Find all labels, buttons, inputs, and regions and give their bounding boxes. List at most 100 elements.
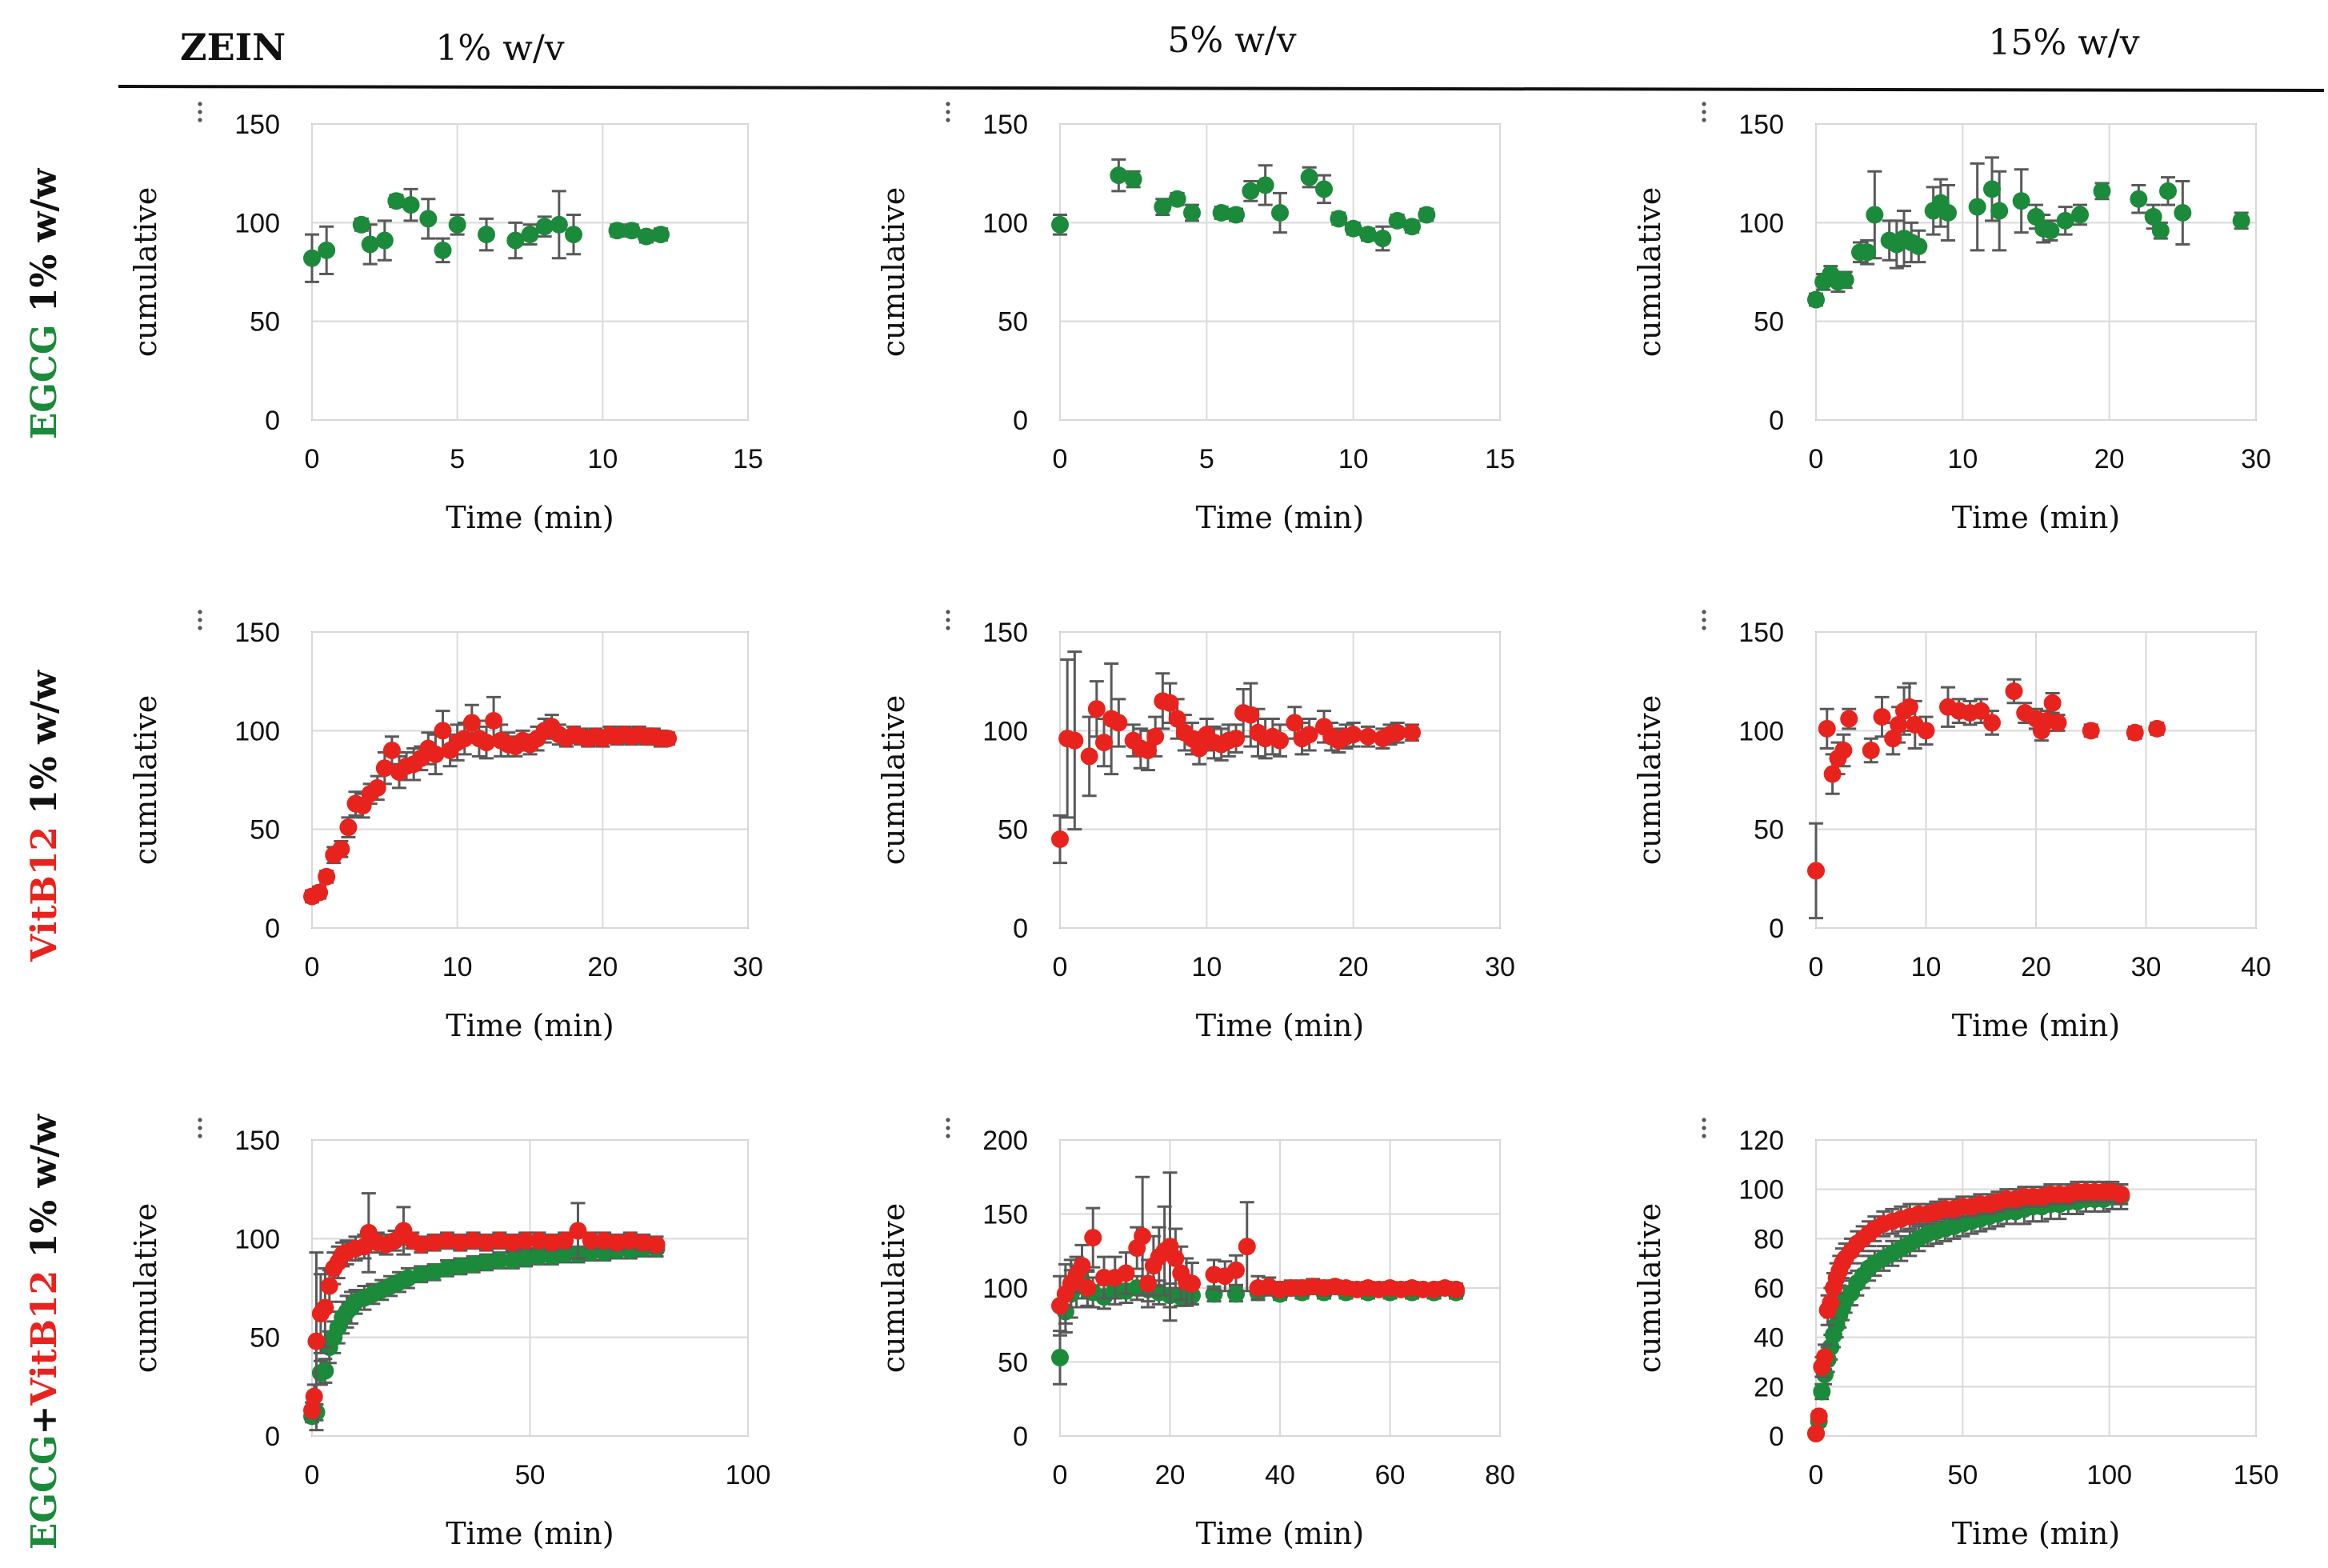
x-tick-label: 30 (2241, 444, 2271, 474)
data-point-egcg (1212, 204, 1230, 222)
data-point-vitb12 (634, 1234, 653, 1252)
data-point-vitb12 (307, 1332, 326, 1350)
data-point-egcg (1051, 1348, 1069, 1366)
y-tick-label: 0 (265, 914, 280, 944)
data-point-vitb12 (462, 714, 481, 732)
data-point-vitb12 (517, 1231, 535, 1250)
y-axis-title: cumulative (876, 187, 911, 357)
data-point-egcg (1983, 180, 2001, 198)
data-point-vitb12 (1822, 1294, 1840, 1312)
column-header-1: 1% w/v (435, 28, 564, 69)
panel-menu-dot (946, 110, 950, 114)
data-point-vitb12 (1073, 1257, 1091, 1275)
x-tick-label: 5 (1199, 444, 1214, 474)
data-point-vitb12 (2148, 719, 2166, 738)
y-tick-label: 50 (998, 1348, 1028, 1378)
data-point-egcg (1813, 1382, 1831, 1401)
data-point-egcg (608, 222, 626, 240)
column-header-3: 15% w/v (1988, 22, 2139, 63)
data-point-egcg (1388, 211, 1406, 230)
data-point-vitb12 (425, 1234, 443, 1252)
y-tick-label: 150 (1738, 618, 1784, 648)
chart-panel-r3-c3: 0 20 40 60 80 100 120 0 50 100 150 Time (min) cumula… (1632, 1118, 2278, 1551)
data-point-vitb12 (659, 730, 678, 748)
y-tick-label: 50 (250, 1323, 280, 1354)
y-tick-label: 150 (234, 110, 280, 140)
x-axis-title: Time (min) (446, 1008, 614, 1043)
x-tick-label: 10 (1338, 444, 1369, 474)
data-point-vitb12 (556, 1231, 574, 1250)
data-point-vitb12 (1823, 765, 1842, 783)
data-point-vitb12 (318, 867, 336, 886)
x-tick-label: 0 (1053, 444, 1068, 474)
chart-panel-r3-c1: 0 50 100 150 0 50 100 Time (min) cumulative (128, 1118, 770, 1551)
data-point-egcg (2093, 182, 2111, 200)
data-point-vitb12 (1139, 742, 1157, 759)
panel-menu-dot (198, 1126, 202, 1130)
data-point-vitb12 (303, 1401, 321, 1419)
data-point-egcg (464, 1255, 482, 1274)
data-point-vitb12 (1227, 1261, 1245, 1279)
data-point-vitb12 (1344, 726, 1362, 744)
y-tick-label: 150 (234, 1126, 280, 1156)
data-point-vitb12 (368, 778, 386, 797)
x-tick-label: 40 (1265, 1460, 1295, 1490)
data-point-vitb12 (1168, 710, 1186, 728)
data-point-vitb12 (426, 745, 445, 763)
x-tick-label: 30 (1485, 952, 1515, 982)
x-tick-label: 0 (1809, 952, 1824, 982)
data-point-egcg (1990, 202, 2009, 220)
data-point-vitb12 (310, 883, 329, 902)
y-axis-title: cumulative (128, 187, 163, 357)
data-point-vitb12 (455, 730, 474, 748)
data-point-egcg (1858, 243, 1877, 262)
data-point-vitb12 (1300, 726, 1318, 744)
x-axis-title: Time (min) (1196, 500, 1364, 535)
panel-menu-dot (1702, 626, 1706, 630)
data-point-vitb12 (595, 1231, 614, 1250)
panel-menu-dot (198, 610, 202, 614)
panel-menu-dot (946, 626, 950, 630)
data-point-egcg (1418, 206, 1436, 224)
data-point-egcg (1183, 204, 1201, 222)
data-point-vitb12 (2112, 1185, 2130, 1203)
data-point-vitb12 (1840, 710, 1858, 728)
data-point-vitb12 (316, 1298, 334, 1317)
data-point-vitb12 (1403, 723, 1421, 742)
data-point-egcg (448, 215, 466, 234)
x-tick-label: 10 (1911, 952, 1942, 982)
panel-menu-dot (198, 1118, 202, 1122)
x-tick-label: 10 (1947, 444, 1978, 474)
data-point-egcg (1110, 166, 1128, 185)
panel-menu-dot (946, 1118, 950, 1122)
x-tick-label: 0 (1053, 952, 1068, 982)
data-point-egcg (1330, 210, 1348, 228)
data-point-vitb12 (382, 742, 401, 759)
data-point-vitb12 (339, 818, 358, 837)
chart-panel-r2-c2: 0 50 100 150 0 10 20 30 Time (min) cumulative (876, 610, 1515, 1043)
data-point-egcg (387, 192, 406, 210)
data-point-vitb12 (485, 712, 503, 730)
y-tick-label: 50 (250, 815, 280, 846)
x-axis-title: Time (min) (446, 500, 614, 535)
y-tick-label: 50 (250, 307, 280, 338)
data-point-vitb12 (1190, 739, 1209, 758)
row-label-part: 1% w/w (24, 168, 65, 325)
data-point-vitb12 (1983, 714, 2001, 732)
x-axis-title: Time (min) (1952, 1516, 2120, 1551)
y-tick-label: 0 (1769, 406, 1784, 436)
data-point-egcg (1866, 206, 1884, 224)
chart-panel-r2-c1: 0 50 100 150 0 10 20 30 Time (min) cumulative (128, 610, 763, 1043)
data-point-vitb12 (1807, 1424, 1825, 1442)
series-egcg (1051, 158, 1436, 252)
data-point-vitb12 (1810, 1407, 1828, 1426)
x-tick-label: 0 (1053, 1460, 1068, 1490)
series-egcg (1807, 156, 2250, 309)
y-tick-label: 0 (1769, 914, 1784, 944)
data-point-egcg (1256, 176, 1274, 194)
data-point-vitb12 (2043, 694, 2062, 712)
data-point-egcg (1807, 290, 1825, 309)
data-point-egcg (535, 218, 554, 236)
y-tick-label: 50 (1754, 307, 1784, 338)
